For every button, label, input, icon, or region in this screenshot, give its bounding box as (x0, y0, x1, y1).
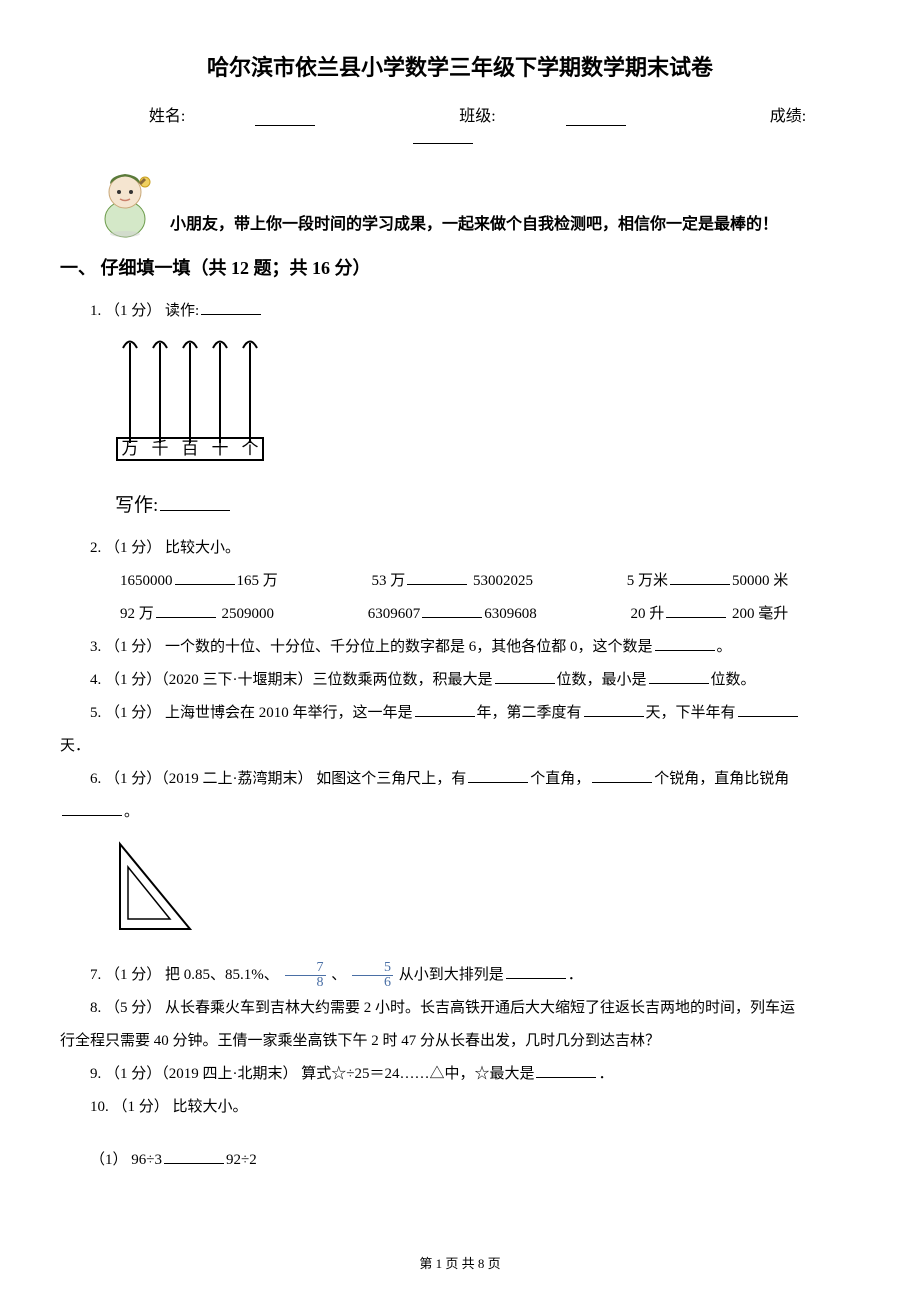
question-8: 8. （5 分） 从长春乘火车到吉林大约需要 2 小时。长吉高铁开通后大大缩短了… (60, 992, 860, 1025)
question-6-cont: 。 (60, 796, 860, 829)
cartoon-message-block: 小朋友，带上你一段时间的学习成果，一起来做个自我检测吧，相信你一定是最棒的！ (60, 164, 860, 239)
abacus-figure: 万 千 百 十 个 写作: (115, 333, 860, 517)
svg-text:万: 万 (122, 439, 139, 458)
cartoon-child-icon (90, 164, 160, 239)
question-6: 6. （1 分）（2019 二上·荔湾期末） 如图这个三角尺上，有个直角，个锐角… (60, 763, 860, 796)
page-footer: 第 1 页 共 8 页 (0, 1253, 920, 1272)
encouragement-message: 小朋友，带上你一段时间的学习成果，一起来做个自我检测吧，相信你一定是最棒的！ (170, 210, 778, 239)
page-title: 哈尔滨市依兰县小学数学三年级下学期数学期末试卷 (60, 50, 860, 82)
triangle-ruler-figure (110, 839, 860, 944)
question-4: 4. （1 分）（2020 三下·十堰期末）三位数乘两位数，积最大是位数，最小是… (60, 664, 860, 697)
question-2: 2. （1 分） 比较大小。 (60, 532, 860, 565)
svg-text:百: 百 (182, 439, 199, 458)
question-3: 3. （1 分） 一个数的十位、十分位、千分位上的数字都是 6，其他各位都 0，… (60, 631, 860, 664)
question-5: 5. （1 分） 上海世博会在 2010 年举行，这一年是年，第二季度有天，下半… (60, 697, 860, 730)
svg-text:个: 个 (242, 439, 259, 458)
fraction-7-8: 78 (285, 961, 326, 990)
svg-text:十: 十 (212, 439, 229, 458)
question-2-row2: 92 万 2509000 63096076309608 20 升 200 毫升 (60, 598, 860, 631)
question-5-cont: 天． (60, 730, 860, 763)
question-10: 10. （1 分） 比较大小。 (60, 1091, 860, 1124)
svg-text:千: 千 (152, 439, 169, 458)
info-row: 姓名: 班级: 成绩: (60, 102, 860, 144)
question-1: 1. （1 分） 读作: (60, 295, 860, 328)
question-7: 7. （1 分） 把 0.85、85.1%、 78 、 56 从小到大排列是． (60, 959, 860, 992)
class-field: 班级: (424, 108, 660, 125)
section-1-heading: 一、 仔细填一填（共 12 题；共 16 分） (60, 254, 860, 280)
write-label: 写作: (115, 490, 860, 517)
question-8-cont: 行全程只需要 40 分钟。王倩一家乘坐高铁下午 2 时 47 分从长春出发，几时… (60, 1025, 860, 1058)
fraction-5-6: 56 (352, 961, 393, 990)
question-9: 9. （1 分）（2019 四上·北期末） 算式☆÷25＝24……△中，☆最大是… (60, 1058, 860, 1091)
name-field: 姓名: (114, 108, 350, 125)
question-10-sub1: （1） 96÷392÷2 (60, 1144, 860, 1177)
question-2-row1: 1650000165 万 53 万 53002025 5 万米50000 米 (60, 565, 860, 598)
